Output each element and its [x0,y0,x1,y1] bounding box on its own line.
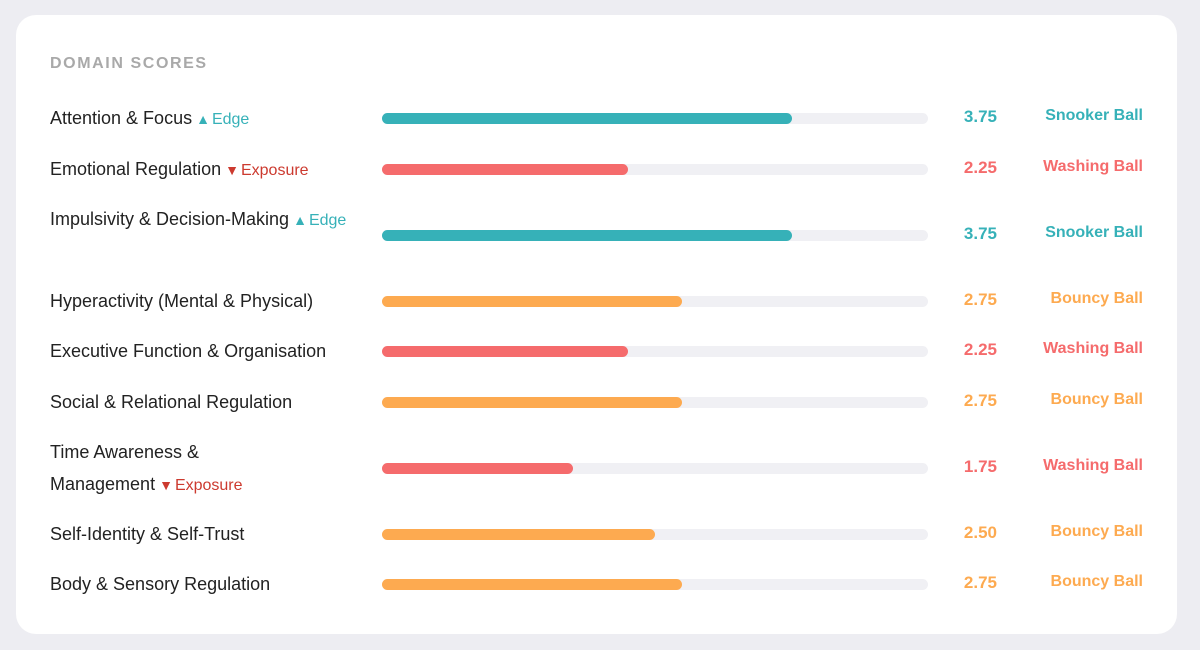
edge-up-icon: ▲ [293,212,307,228]
category-label: Bouncy Ball [1050,290,1143,307]
category-label: Washing Ball [1043,457,1143,474]
score-bar-fill [382,295,683,307]
score-bar-track [382,112,928,124]
section-title: DOMAIN SCORES [50,55,208,72]
domain-name: Attention & Focus [50,108,193,128]
domain-name: Executive Function & Organisation [50,341,327,361]
score-value: 3.75 [963,107,997,126]
score-value: 2.25 [963,158,997,177]
domain-name: Self-Identity & Self-Trust [50,524,245,544]
score-value: 2.75 [963,290,997,309]
domain-label: Hyperactivity (Mental & Physical) [50,285,360,317]
domain-row: Hyperactivity (Mental & Physical) 2.75 Bou… [16,285,1177,317]
category-label: Washing Ball [1043,158,1143,175]
domain-name: Social & Relational Regulation [50,392,293,412]
score-bar-fill [382,163,628,175]
score-bar-track [382,578,928,590]
domain-label: Self-Identity & Self-Trust [50,518,360,550]
score-bar-fill [382,462,574,474]
domain-row: Emotional Regulation ▼ Exposure 2.25 Washing… [16,153,1177,185]
domain-label: Body & Sensory Regulation [50,568,360,600]
score-value: 2.75 [963,573,997,592]
domain-row: Impulsivity & Decision-Making ▲ Edge 3.75 Sn… [16,203,1177,267]
marker-label: Edge [211,111,250,128]
category-label: Snooker Ball [1045,224,1143,241]
domain-name: Hyperactivity (Mental & Physical) [50,291,314,311]
score-value: 1.75 [963,457,997,476]
domain-label: Attention & Focus ▲ Edge [50,102,360,136]
domain-row: Attention & Focus ▲ Edge 3.75 Snooker Ball [16,102,1177,134]
domain-name: Impulsivity & Decision-Making [50,209,290,229]
domain-name: Emotional Regulation [50,159,222,179]
score-bar-fill [382,528,655,540]
score-value: 2.75 [963,391,997,410]
domain-scores-card: DOMAIN SCORES Attention & Focus ▲ Edge 3.75… [16,15,1177,634]
domain-name: Body & Sensory Regulation [50,574,271,594]
score-bar-track [382,396,928,408]
category-label: Snooker Ball [1045,107,1143,124]
exposure-down-icon: ▼ [159,477,173,493]
category-label: Bouncy Ball [1050,573,1143,590]
score-bar-track [382,163,928,175]
score-bar-track [382,295,928,307]
category-label: Bouncy Ball [1050,391,1143,408]
score-bar-fill [382,396,683,408]
edge-up-icon: ▲ [196,111,210,127]
domain-label: Time Awareness & Management ▼ Exposure [50,436,360,502]
domain-label: Social & Relational Regulation [50,386,360,418]
category-label: Washing Ball [1043,340,1143,357]
exposure-down-icon: ▼ [225,162,239,178]
score-bar-fill [382,578,683,590]
domain-name: Time Awareness & Management [50,442,200,494]
marker-label: Exposure [240,162,309,179]
score-bar-track [382,345,928,357]
domain-row: Social & Relational Regulation 2.75 Bouncy… [16,386,1177,418]
domain-row: Body & Sensory Regulation 2.75 Bouncy Ball [16,568,1177,600]
score-bar-track [382,528,928,540]
score-bar-track [382,229,928,241]
domain-label: Executive Function & Organisation [50,335,360,367]
domain-row: Executive Function & Organisation 2.25 Was… [16,335,1177,367]
score-bar-fill [382,229,792,241]
score-value: 3.75 [963,224,997,243]
domain-label: Emotional Regulation ▼ Exposure [50,153,360,187]
domain-row: Self-Identity & Self-Trust 2.50 Bouncy Bal… [16,518,1177,550]
score-bar-track [382,462,928,474]
domain-row: Time Awareness & Management ▼ Exposure 1.75… [16,436,1177,500]
score-value: 2.50 [963,523,997,542]
domain-label: Impulsivity & Decision-Making ▲ Edge [50,203,360,237]
score-value: 2.25 [963,340,997,359]
category-label: Bouncy Ball [1050,523,1143,540]
marker-label: Edge [308,212,347,229]
score-bar-fill [382,345,628,357]
score-bar-fill [382,112,792,124]
marker-label: Exposure [174,477,243,494]
